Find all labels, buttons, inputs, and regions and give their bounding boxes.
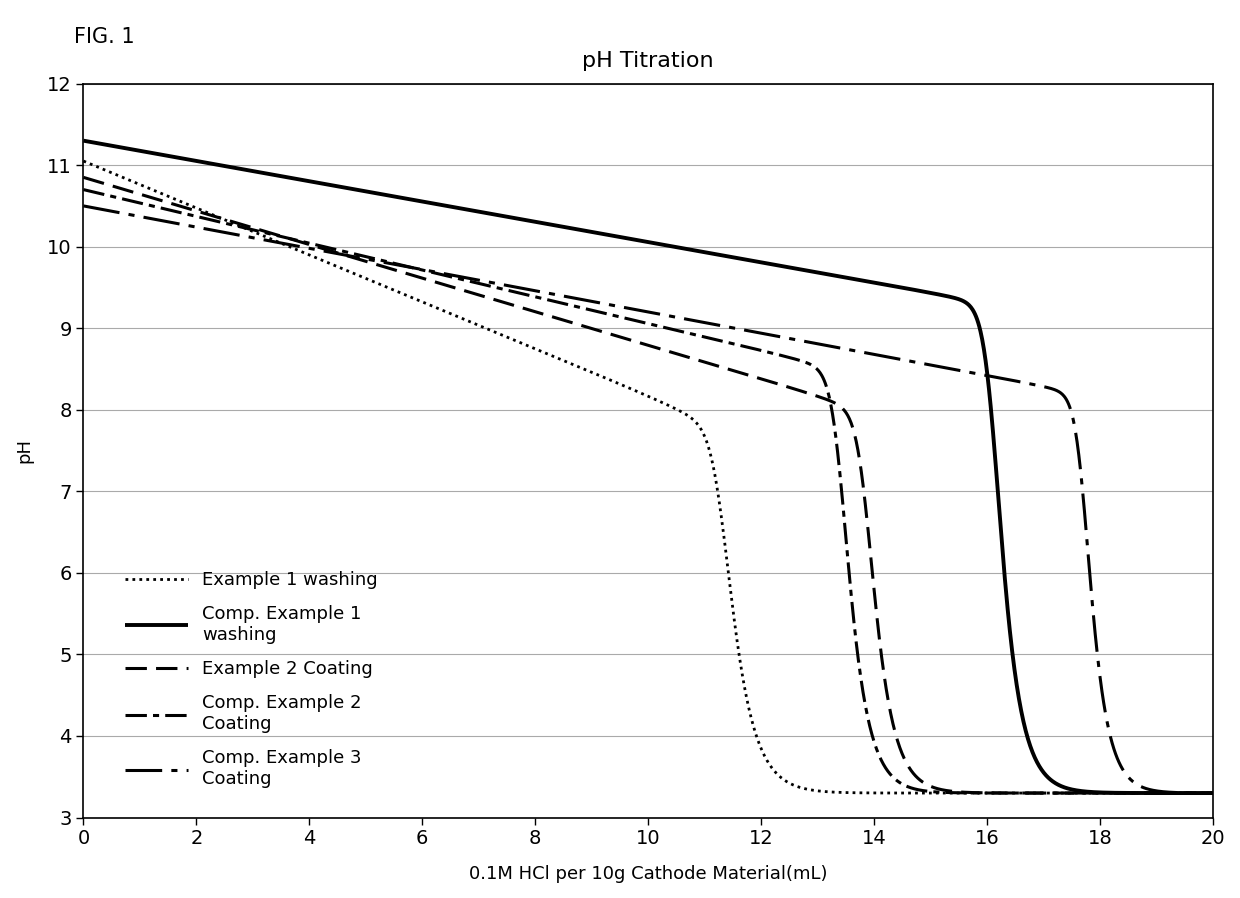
Y-axis label: pH: pH [15, 438, 33, 463]
Text: FIG. 1: FIG. 1 [74, 27, 135, 47]
X-axis label: 0.1M HCl per 10g Cathode Material(mL): 0.1M HCl per 10g Cathode Material(mL) [469, 865, 827, 883]
Title: pH Titration: pH Titration [583, 51, 714, 71]
Legend: Example 1 washing, Comp. Example 1
washing, Example 2 Coating, Comp. Example 2
C: Example 1 washing, Comp. Example 1 washi… [118, 564, 386, 796]
